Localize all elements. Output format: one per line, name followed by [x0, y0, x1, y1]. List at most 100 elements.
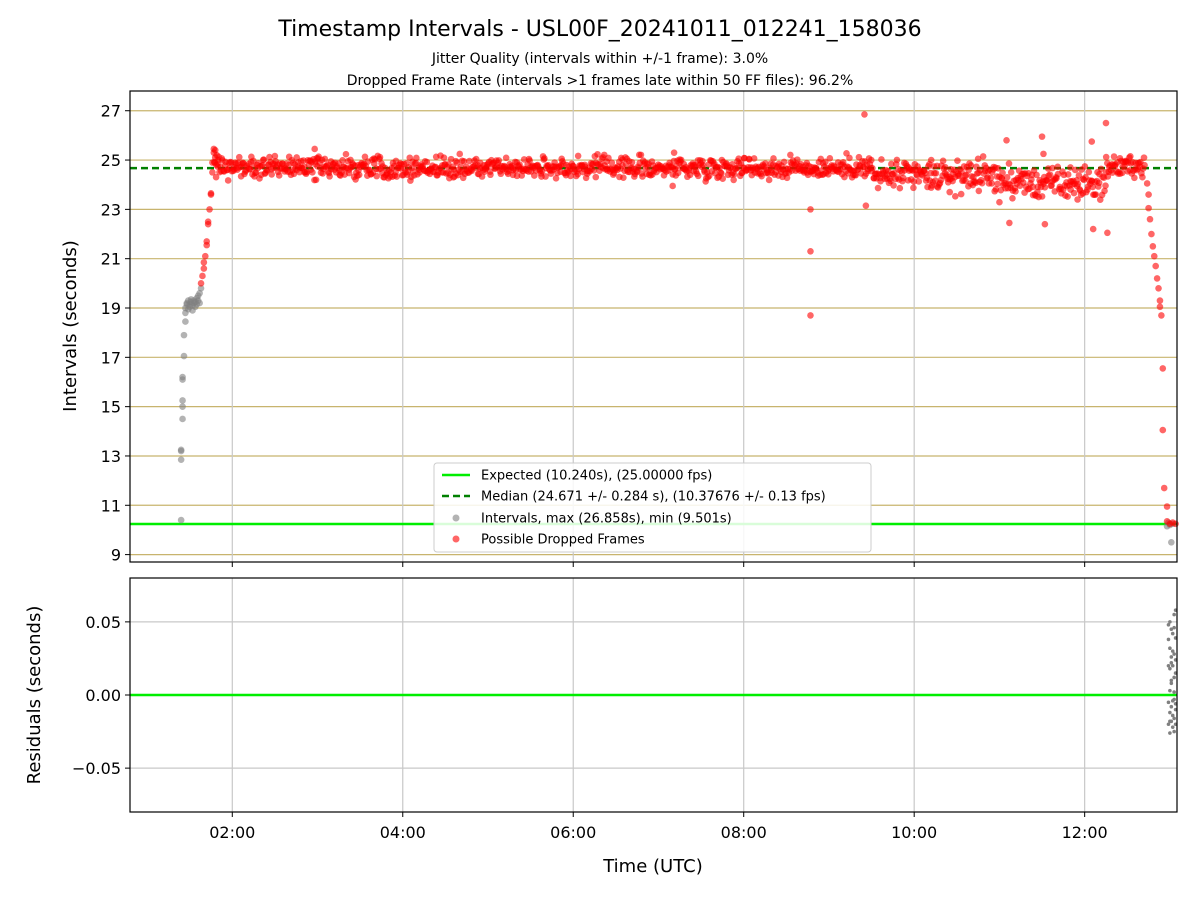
interval-point: [182, 318, 189, 325]
dropped-frame-point: [1064, 171, 1072, 178]
residual-point: [1172, 690, 1176, 694]
residual-point: [1166, 700, 1171, 705]
residual-point: [1170, 663, 1175, 668]
dropped-frame-point: [867, 156, 875, 164]
dropped-frame-point: [893, 156, 901, 164]
dropped-frame-point: [874, 184, 882, 192]
dropped-frame-point: [393, 173, 401, 180]
residual-point: [1168, 666, 1172, 671]
dropped-frame-point: [1148, 230, 1155, 238]
dropped-frame-point: [954, 157, 961, 165]
dropped-frame-point: [896, 184, 904, 192]
dropped-frame-point: [520, 156, 528, 163]
dropped-frame-point: [373, 172, 380, 180]
dropped-frame-point: [780, 158, 788, 166]
dropped-frame-point: [1102, 153, 1110, 161]
dropped-frame-point: [567, 172, 574, 180]
interval-point: [197, 284, 205, 292]
dropped-frame-point: [787, 151, 794, 159]
dropped-frame-point: [1150, 252, 1158, 260]
dropped-frame-point: [311, 145, 318, 153]
dropped-frame-point: [1127, 153, 1134, 160]
dropped-frame-point: [822, 158, 829, 166]
dropped-frame-point: [201, 252, 209, 260]
dropped-frame-point: [1156, 297, 1164, 304]
dropped-frame-point: [271, 152, 279, 160]
dropped-frame-point: [941, 163, 949, 171]
dropped-frame-point: [207, 190, 215, 197]
intervals-tick-label-y: 19: [101, 299, 121, 318]
dropped-frame-point: [1049, 164, 1056, 172]
dropped-frame-point: [259, 162, 266, 169]
dropped-frame-point: [852, 171, 859, 179]
dropped-frame-point: [674, 169, 682, 177]
dropped-frame-point: [1131, 174, 1138, 182]
dropped-frame-point: [235, 153, 243, 161]
dropped-frame-point: [888, 160, 895, 168]
dropped-frame-point: [204, 218, 212, 225]
dropped-frame-point: [574, 170, 582, 178]
dropped-frame-point: [1118, 169, 1126, 177]
dropped-frame-point: [605, 154, 612, 162]
residual-point: [1166, 722, 1171, 727]
dropped-frame-point: [1034, 188, 1041, 196]
residual-point: [1166, 623, 1171, 627]
dropped-frame-point: [927, 156, 935, 164]
interval-point: [179, 397, 186, 404]
dropped-frame-point: [1140, 154, 1148, 161]
interval-point: [179, 415, 186, 423]
dropped-frame-point: [807, 206, 814, 213]
intervals-tick-label-y: 9: [111, 546, 121, 565]
dropped-frame-point: [978, 179, 986, 187]
dropped-frame-point: [214, 156, 222, 164]
dropped-frame-point: [994, 165, 1002, 172]
dropped-frame-point: [807, 247, 814, 255]
dropped-frame-point: [669, 182, 676, 190]
dropped-frame-point: [592, 173, 600, 181]
legend-dropped-swatch: [452, 535, 460, 543]
dropped-frame-point: [404, 168, 411, 176]
interval-point: [196, 299, 203, 307]
intervals-points: [177, 111, 1179, 546]
dropped-frame-point: [730, 176, 737, 184]
chart-subtitle-dropped: Dropped Frame Rate (intervals >1 frames …: [347, 73, 854, 89]
legend-box: [433, 462, 872, 553]
dropped-frame-point: [345, 169, 353, 177]
dropped-frame-point: [932, 169, 940, 177]
dropped-frame-point: [1009, 195, 1016, 202]
dropped-frame-point: [1041, 184, 1049, 191]
dropped-frame-point: [1081, 163, 1089, 170]
intervals-y-axis-label: Intervals (seconds): [60, 240, 81, 412]
dropped-frame-point: [890, 182, 897, 189]
residual-point: [1170, 631, 1175, 636]
dropped-frame-point: [1101, 187, 1108, 195]
dropped-frame-point: [1046, 171, 1054, 178]
dropped-frame-point: [1074, 180, 1082, 188]
dropped-frame-point: [574, 152, 582, 160]
residual-point: [1168, 731, 1172, 735]
residual-point: [1168, 719, 1172, 724]
dropped-frame-point: [962, 177, 969, 185]
residuals-ticks: −0.05 0.00 0.05 02:00 04:00 06:00 08:00 10:00 12…: [72, 613, 1108, 842]
dropped-frame-point: [1110, 153, 1118, 160]
dropped-frame-point: [1145, 204, 1152, 212]
dropped-frame-point: [1153, 275, 1161, 282]
dropped-frame-point: [453, 159, 461, 166]
dropped-frame-point: [339, 156, 346, 164]
residuals-tick-label-x: 06:00: [550, 823, 596, 842]
dropped-frame-point: [750, 155, 758, 162]
dropped-frame-point: [910, 178, 918, 185]
intervals-tick-label-y: 17: [101, 348, 121, 367]
dropped-frame-point: [719, 175, 727, 182]
dropped-frame-point: [293, 154, 301, 161]
dropped-frame-point: [326, 173, 333, 180]
dropped-frame-point: [466, 157, 473, 165]
dropped-frame-point: [312, 176, 320, 184]
dropped-frame-point: [552, 175, 560, 182]
intervals-tick-label-y: 15: [101, 398, 121, 417]
residuals-tick-label-x: 08:00: [721, 823, 767, 842]
dropped-frame-point: [770, 155, 777, 162]
residual-point: [1168, 620, 1172, 624]
